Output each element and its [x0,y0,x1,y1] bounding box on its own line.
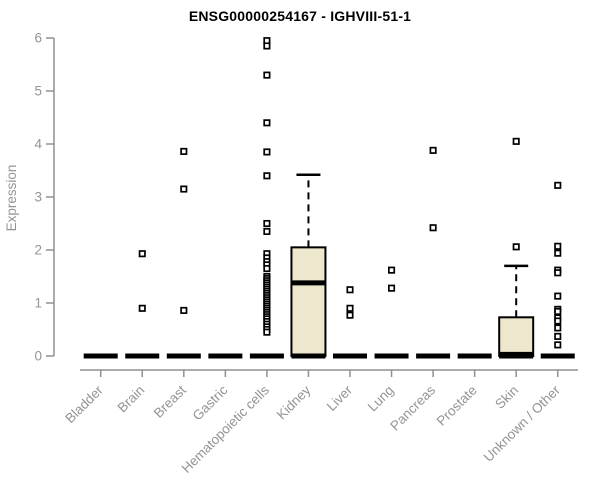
outlier-point [554,332,562,340]
outlier-point [138,250,146,258]
outlier-point [554,324,562,332]
zero-bar-kidney [291,353,326,359]
outlier-point [263,42,271,50]
x-tick-label: Brain [114,383,147,416]
zero-bar-lung [374,353,409,359]
x-tick-label: Kidney [274,382,314,422]
outlier-point [263,265,271,273]
outlier-point [263,172,271,180]
x-tick-label: Bladder [62,382,106,426]
x-tick-label: Prostate [434,383,480,429]
x-tick-label: Breast [151,382,189,420]
outlier-point [512,243,520,251]
outlier-point [180,306,188,314]
x-tick-label: Gastric [190,382,231,423]
outlier-point [554,249,562,257]
zero-bar-bladder [83,353,118,359]
y-tick-label: 1 [34,296,42,311]
outlier-point [346,311,354,319]
outlier-point [429,146,437,154]
zero-bar-brain [125,353,160,359]
outlier-point [388,266,396,274]
outlier-point [388,284,396,292]
outlier-point [263,148,271,156]
y-tick-label: 5 [34,84,42,99]
zero-bar-unknown-other [540,353,575,359]
outlier-point [263,219,271,228]
outlier-point [263,119,271,127]
outlier-point [554,242,562,250]
outlier-point [554,181,562,189]
outlier-point [138,304,146,312]
chart-title: ENSG00000254167 - IGHVIII-51-1 [188,8,412,24]
outlier-point [554,269,562,277]
zero-bar-breast [166,353,201,359]
x-tick-label: Pancreas [387,382,438,433]
zero-bar-hematopoietic-cells [249,353,284,359]
outlier-point [263,227,271,236]
outlier-point [346,286,354,294]
outlier-point [554,317,562,325]
x-tick-label: Lung [365,383,397,415]
box-skin [498,316,535,357]
outlier-point [263,71,271,79]
zero-bar-pancreas [416,353,451,359]
zero-bar-liver [333,353,367,359]
zero-bar-gastric [208,353,243,359]
outlier-point [554,307,562,316]
outlier-point [429,224,437,232]
zero-bar-skin [499,353,534,359]
y-tick-label: 2 [34,243,42,258]
y-tick-label: 6 [34,31,42,46]
outlier-point [554,341,562,349]
zero-bar-prostate [457,353,492,359]
outlier-point [180,147,188,155]
outlier-point [554,292,562,300]
x-tick-label: Unknown / Other [481,382,564,465]
outlier-point [263,328,271,336]
x-tick-label: Liver [324,382,356,414]
x-tick-label: Skin [492,383,521,412]
outlier-point [346,304,354,312]
outlier-point [512,137,520,145]
y-tick-label: 0 [34,349,42,364]
outlier-point [180,185,188,193]
y-tick-label: 4 [34,137,42,152]
y-axis-title: Expression [4,165,19,232]
box-kidney [290,246,327,358]
y-tick-label: 3 [34,190,42,205]
